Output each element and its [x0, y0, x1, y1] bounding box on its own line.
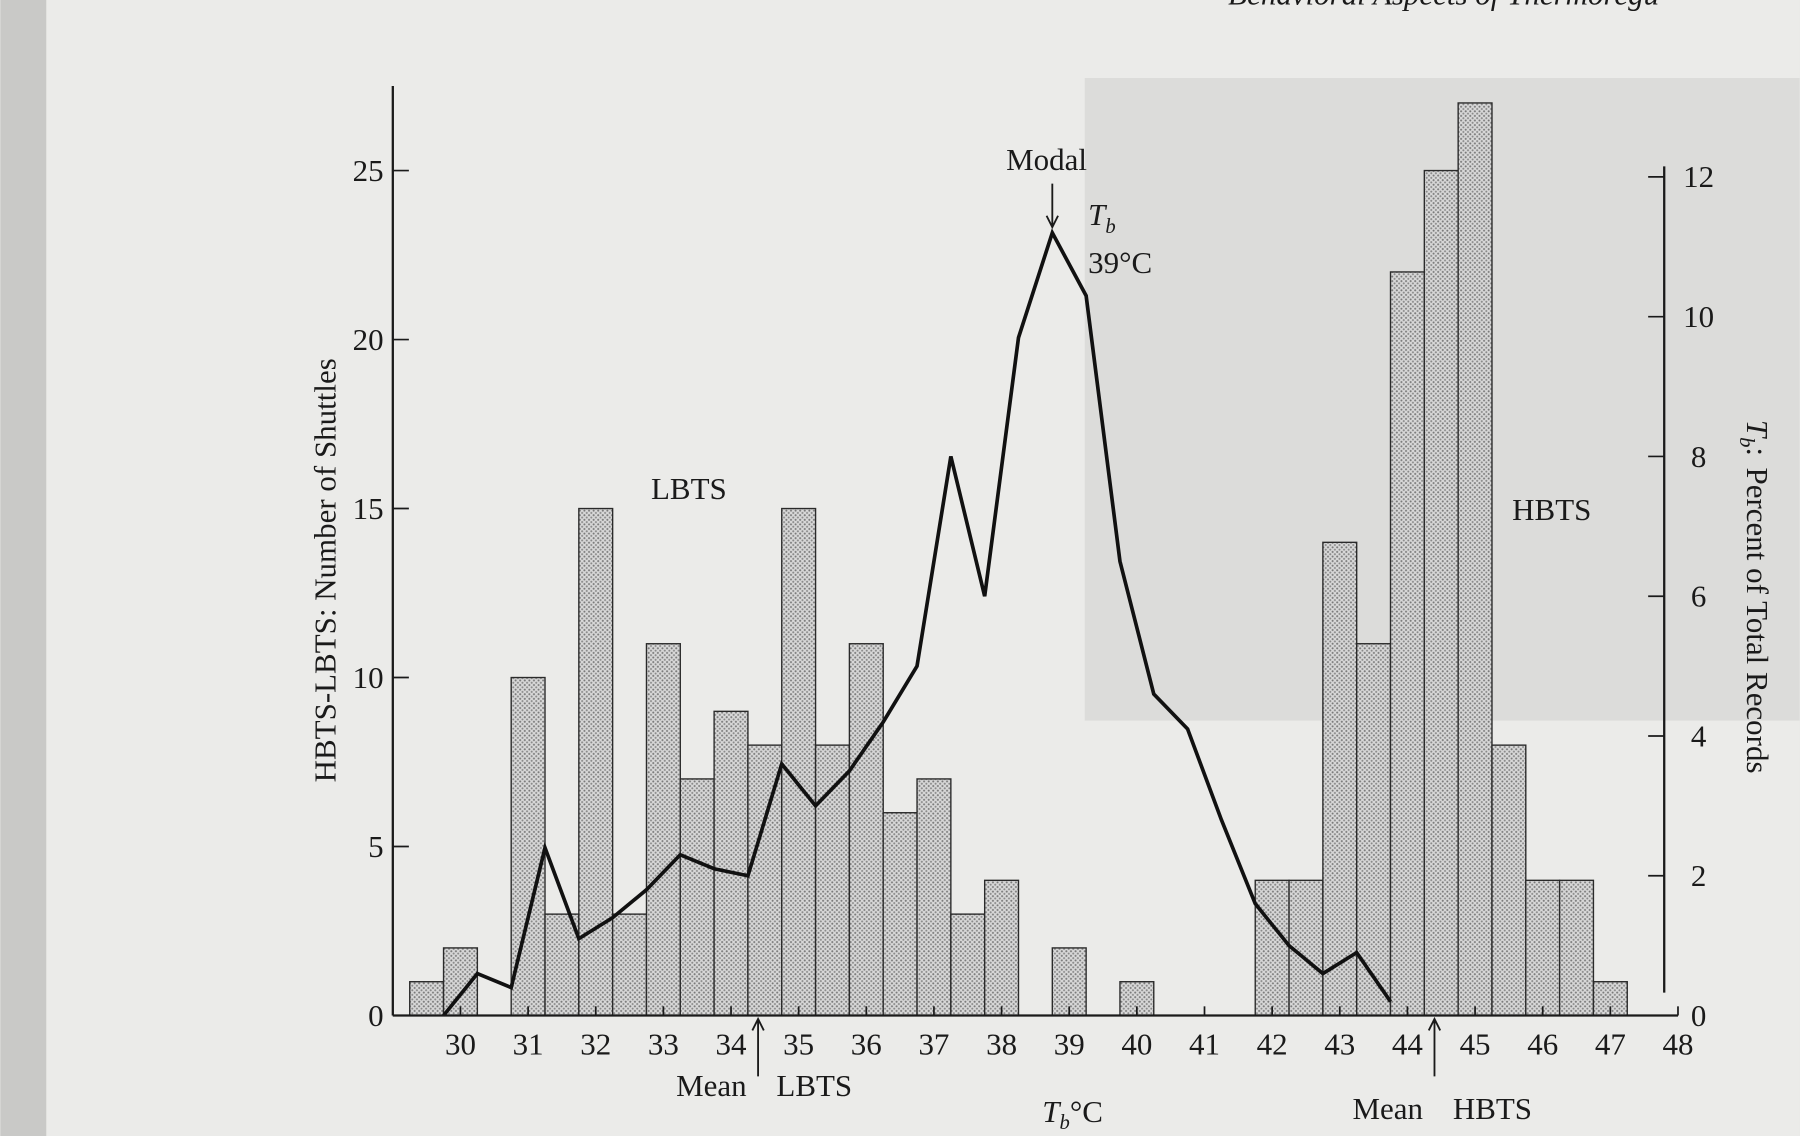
x-tick-label: 47: [1595, 1027, 1626, 1062]
y2-tick-label: 0: [1691, 998, 1706, 1033]
y2-label-subscript: b: [1735, 437, 1757, 447]
y2-label-symbol: T: [1740, 420, 1775, 440]
x-tick-label: 35: [783, 1027, 814, 1062]
y2-axis-label: Tb: Percent of Total Records: [1735, 420, 1775, 774]
x-tick-label: 44: [1392, 1027, 1423, 1062]
y2-tick-label: 4: [1691, 718, 1706, 753]
mean-group: HBTS: [1453, 1091, 1532, 1126]
bar: [544, 913, 580, 1017]
x-tick-label: 34: [716, 1027, 747, 1062]
modal-tb-symbol: T: [1088, 197, 1108, 232]
y-axis-label: HBTS-LBTS: Number of Shuttles: [307, 358, 342, 782]
modal-temp: 39°C: [1088, 245, 1152, 280]
y-tick-label: 15: [353, 491, 384, 526]
x-tick-label: 38: [986, 1027, 1017, 1062]
plot: 30 31 32 33 34 35 36 37 38 39 40 41 42 43 44 45 46 47 4805…: [353, 86, 1714, 1126]
bar: [882, 812, 918, 1017]
x-tick-label: 46: [1527, 1027, 1558, 1062]
mean-label: Mean: [1352, 1091, 1423, 1126]
x-tick-label: 39: [1054, 1027, 1085, 1062]
y-tick-label: 20: [353, 322, 384, 357]
bar: [781, 507, 817, 1017]
x-tick-label: 40: [1121, 1027, 1152, 1062]
bar: [1457, 102, 1493, 1017]
lbts-label: LBTS: [651, 471, 727, 506]
mean-label: Mean: [676, 1068, 747, 1103]
line-series: [442, 228, 1393, 1017]
x-tick-label: 45: [1460, 1027, 1491, 1062]
mean-arrow: [1427, 1016, 1442, 1077]
bar: [713, 710, 749, 1017]
mean-group: LBTS: [776, 1068, 852, 1103]
x-tick-label: 33: [648, 1027, 679, 1062]
x-tick-label: 32: [580, 1027, 611, 1062]
bar: [1051, 947, 1087, 1017]
modal-arrow: [1045, 183, 1059, 230]
bar: [1254, 879, 1290, 1017]
mean-arrow: [751, 1016, 765, 1077]
y-tick-label: 0: [368, 998, 383, 1033]
y2-tick-label: 10: [1683, 299, 1714, 334]
bar: [1558, 879, 1595, 1017]
y2-label-colon: :: [1740, 447, 1775, 456]
x-tick-label: 37: [918, 1027, 949, 1062]
bar: [679, 778, 715, 1017]
bar: [1423, 169, 1459, 1017]
y-tick-label: 10: [353, 660, 384, 695]
x-tick-label: 42: [1257, 1027, 1288, 1062]
y2-tick-label: 8: [1691, 439, 1706, 474]
bar: [1491, 744, 1527, 1017]
page-gutter: [0, 0, 47, 1136]
bar: [1525, 879, 1561, 1017]
bar: [578, 507, 614, 1017]
bar: [747, 744, 783, 1017]
hbts-label: HBTS: [1512, 492, 1591, 527]
x-label-subscript: b: [1060, 1112, 1070, 1134]
bar: [950, 913, 986, 1017]
bar: [983, 879, 1020, 1017]
bar: [611, 913, 648, 1017]
x-tick-label: 30: [445, 1027, 476, 1062]
y-tick-label: 25: [353, 153, 384, 188]
y2-tick-label: 6: [1691, 579, 1706, 614]
y2-tick-label: 2: [1691, 858, 1706, 893]
modal-tb-subscript: b: [1105, 216, 1115, 238]
x-label-unit: °C: [1070, 1094, 1103, 1129]
x-tick-label: 31: [513, 1027, 544, 1062]
bar: [814, 744, 851, 1017]
y2-tick-label: 12: [1683, 159, 1714, 194]
bar: [409, 981, 445, 1017]
x-tick-label: 41: [1189, 1027, 1220, 1062]
bar: [916, 778, 952, 1017]
bar: [848, 643, 884, 1017]
x-label-symbol: T: [1042, 1094, 1062, 1129]
y2-label-text: Percent of Total Records: [1740, 468, 1775, 774]
x-tick-label: 36: [851, 1027, 882, 1062]
x-tick-label: 43: [1324, 1027, 1355, 1062]
modal-tb: Tb: [1088, 197, 1116, 238]
bar: [645, 643, 681, 1017]
y-tick-label: 5: [368, 829, 383, 864]
x-axis-label: Tb°C: [1042, 1094, 1103, 1134]
modal-label: Modal: [1006, 142, 1087, 177]
x-tick-label: 48: [1663, 1027, 1694, 1062]
running-title: Behavioral Aspects of Thermoregu: [1228, 0, 1659, 12]
bar: [1322, 541, 1358, 1017]
bar: [1389, 271, 1426, 1017]
